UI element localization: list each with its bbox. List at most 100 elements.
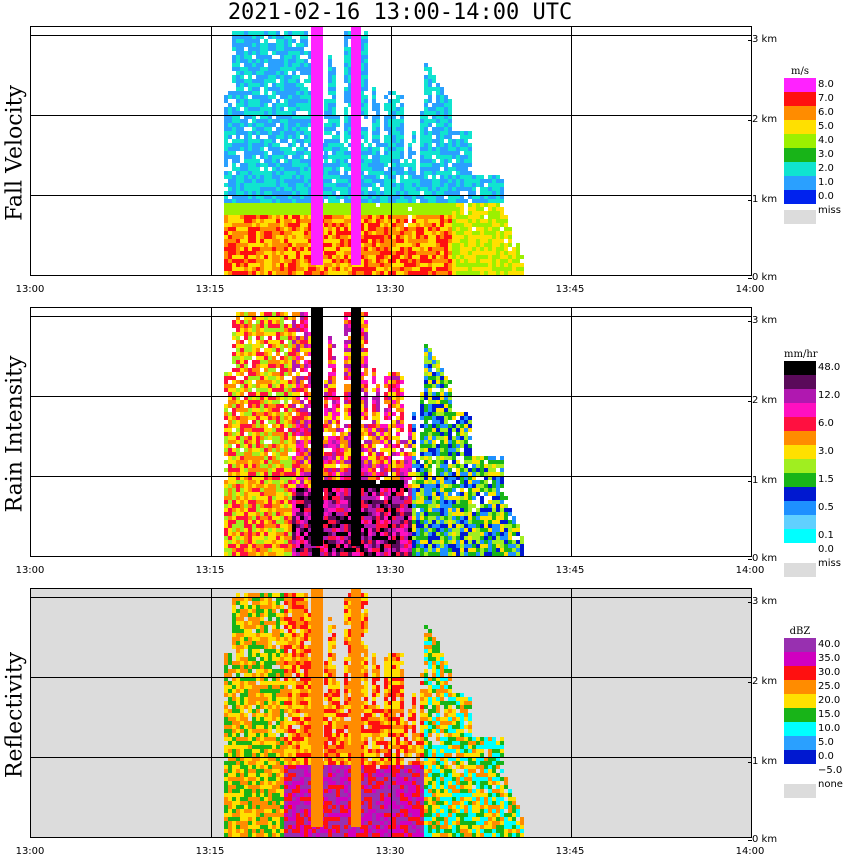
echo-cell — [472, 251, 476, 255]
echo-cell — [224, 255, 228, 259]
echo-cell — [492, 227, 496, 231]
echo-cell — [240, 464, 244, 468]
echo-cell — [280, 332, 284, 336]
echo-cell — [304, 388, 308, 392]
echo-cell — [388, 155, 392, 159]
echo-cell — [256, 316, 260, 320]
echo-cell — [400, 171, 404, 175]
echo-cell — [248, 263, 252, 267]
echo-cell — [252, 416, 256, 420]
echo-cell — [240, 328, 244, 332]
echo-cell — [376, 271, 380, 275]
echo-cell — [364, 235, 368, 239]
echo-cell — [436, 263, 440, 267]
echo-cell — [348, 243, 352, 247]
echo-cell — [268, 412, 272, 416]
echo-cell — [284, 35, 288, 39]
echo-cell — [224, 524, 228, 528]
echo-cell — [348, 372, 352, 376]
echo-cell — [232, 452, 236, 456]
x-tick-label: 13:00 — [15, 284, 45, 295]
echo-cell — [272, 187, 276, 191]
echo-cell — [460, 251, 464, 255]
echo-cell — [328, 211, 332, 215]
echo-cell — [228, 532, 232, 536]
echo-cell — [420, 207, 424, 211]
echo-cell — [328, 79, 332, 83]
echo-cell — [308, 207, 312, 211]
echo-cell — [280, 504, 284, 508]
echo-cell — [296, 167, 300, 171]
echo-cell — [348, 211, 352, 215]
echo-cell — [272, 500, 276, 504]
echo-cell — [456, 263, 460, 267]
echo-cell — [256, 215, 260, 219]
echo-cell — [276, 436, 280, 440]
echo-cell — [340, 548, 344, 552]
echo-cell — [472, 263, 476, 267]
echo-cell — [472, 223, 476, 227]
echo-cell — [272, 388, 276, 392]
echo-cell — [288, 167, 292, 171]
echo-cell — [272, 59, 276, 63]
echo-cell — [332, 360, 336, 364]
echo-cell — [348, 552, 352, 556]
echo-cell — [244, 91, 248, 95]
echo-cell — [236, 219, 240, 223]
echo-cell — [336, 259, 340, 263]
echo-cell — [292, 332, 296, 336]
echo-cell — [284, 460, 288, 464]
echo-cell — [372, 99, 376, 103]
echo-cell — [428, 131, 432, 135]
echo-cell — [360, 540, 364, 544]
legend-label: 4.0 — [818, 135, 834, 146]
echo-cell — [364, 496, 368, 500]
echo-cell — [280, 239, 284, 243]
echo-cell — [268, 460, 272, 464]
echo-cell — [328, 340, 332, 344]
echo-cell — [296, 243, 300, 247]
echo-cell — [296, 75, 300, 79]
echo-cell — [304, 139, 308, 143]
echo-cell — [360, 147, 364, 151]
echo-cell — [480, 183, 484, 187]
echo-cell — [304, 364, 308, 368]
x-tick-label: 14:00 — [735, 284, 765, 295]
echo-cell — [224, 416, 228, 420]
echo-cell — [288, 151, 292, 155]
echo-cell — [252, 175, 256, 179]
echo-cell — [256, 396, 260, 400]
echo-cell — [260, 440, 264, 444]
echo-cell — [364, 259, 368, 263]
echo-cell — [264, 360, 268, 364]
echo-cell — [364, 540, 368, 544]
echo-cell — [284, 199, 288, 203]
echo-cell — [468, 255, 472, 259]
echo-cell — [264, 155, 268, 159]
echo-cell — [300, 71, 304, 75]
echo-cell — [328, 484, 332, 488]
echo-cell — [236, 191, 240, 195]
echo-cell — [404, 163, 408, 167]
echo-cell — [236, 312, 240, 316]
echo-cell — [268, 448, 272, 452]
echo-cell — [440, 155, 444, 159]
echo-cell — [488, 239, 492, 243]
echo-cell — [444, 143, 448, 147]
echo-cell — [268, 500, 272, 504]
echo-cell — [256, 552, 260, 556]
echo-cell — [336, 536, 340, 540]
echo-cell — [296, 364, 300, 368]
echo-cell — [488, 175, 492, 179]
echo-cell — [340, 452, 344, 456]
echo-cell — [224, 424, 228, 428]
echo-cell — [288, 344, 292, 348]
echo-cell — [416, 259, 420, 263]
echo-cell — [388, 99, 392, 103]
echo-cell — [412, 135, 416, 139]
echo-cell — [268, 183, 272, 187]
echo-cell — [416, 251, 420, 255]
echo-cell — [268, 35, 272, 39]
echo-cell — [420, 147, 424, 151]
echo-cell — [304, 95, 308, 99]
